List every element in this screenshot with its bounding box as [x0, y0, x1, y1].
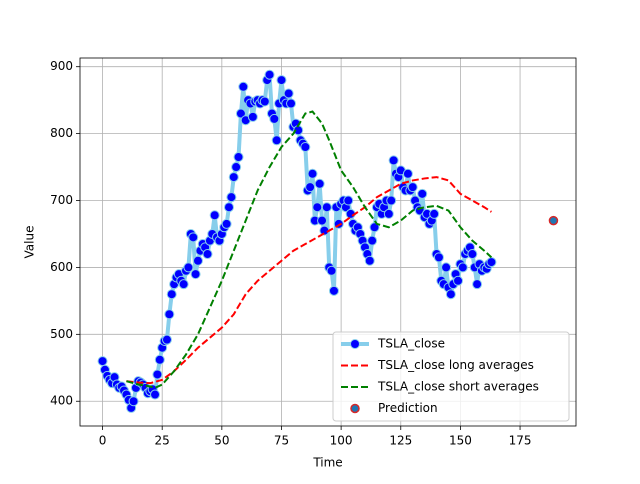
point [259, 96, 270, 107]
point [226, 192, 237, 203]
point [417, 188, 428, 199]
point [271, 135, 282, 146]
point [166, 289, 177, 300]
x-tick-label: 150 [449, 434, 472, 448]
point [202, 249, 213, 260]
point [429, 208, 440, 219]
point [223, 202, 234, 213]
point [402, 168, 413, 179]
x-tick-label: 25 [155, 434, 170, 448]
line [126, 110, 493, 389]
legend-box [332, 331, 570, 422]
point [548, 215, 559, 226]
point [231, 162, 242, 173]
point [369, 222, 380, 233]
point [178, 279, 189, 290]
point [386, 195, 397, 206]
point [445, 289, 456, 300]
point [321, 202, 332, 213]
point [383, 208, 394, 219]
point [441, 262, 452, 273]
point [305, 182, 316, 193]
point [152, 369, 163, 380]
point [269, 113, 280, 124]
y-axis-label: Value [23, 226, 37, 259]
x-tick-label: 50 [214, 434, 229, 448]
x-tick-label: 175 [509, 434, 532, 448]
legend-marker [350, 403, 360, 414]
point [150, 389, 161, 400]
x-axis-label: Time [312, 456, 342, 470]
x-tick-label: 100 [330, 434, 353, 448]
x-tick-label: 75 [274, 434, 289, 448]
y-tick-label: 600 [50, 260, 73, 274]
point [190, 269, 201, 280]
point [467, 249, 478, 260]
y-tick-label: 400 [50, 394, 73, 408]
point [407, 182, 418, 193]
point [247, 111, 258, 122]
point [283, 88, 294, 99]
point [453, 275, 464, 286]
point [164, 309, 175, 320]
point [161, 334, 172, 345]
point [209, 210, 220, 221]
point [228, 172, 239, 183]
point [286, 98, 297, 109]
legend-label: TSLA_close [377, 337, 445, 351]
x-tick-label: 125 [389, 434, 412, 448]
point [300, 141, 311, 152]
point [154, 354, 165, 365]
legend-marker [350, 339, 360, 349]
point [388, 155, 399, 166]
point [238, 81, 249, 92]
point [188, 232, 199, 243]
point [128, 396, 139, 407]
y-tick-label: 700 [50, 193, 73, 207]
point [343, 195, 354, 206]
legend-label: Prediction [378, 401, 438, 415]
point [97, 356, 108, 367]
point [314, 178, 325, 189]
point [233, 152, 244, 163]
point [364, 255, 375, 266]
point [276, 75, 287, 86]
point [367, 235, 378, 246]
point [312, 202, 323, 213]
x-tick-label: 0 [99, 434, 107, 448]
point [472, 279, 483, 290]
legend-label: TSLA_close short averages [377, 380, 539, 394]
legend-label: TSLA_close long averages [377, 358, 534, 372]
point [317, 215, 328, 226]
line [126, 176, 492, 385]
y-tick-label: 500 [50, 327, 73, 341]
point [192, 255, 203, 266]
point [221, 218, 232, 229]
point [307, 168, 318, 179]
point [264, 69, 275, 80]
point [183, 262, 194, 273]
y-tick-label: 800 [50, 126, 73, 140]
point [235, 108, 246, 119]
point [328, 285, 339, 296]
point [486, 257, 497, 268]
point [457, 262, 468, 273]
point [433, 252, 444, 263]
plot-frame [79, 57, 577, 427]
y-tick-label: 900 [50, 59, 73, 73]
point [326, 265, 337, 276]
